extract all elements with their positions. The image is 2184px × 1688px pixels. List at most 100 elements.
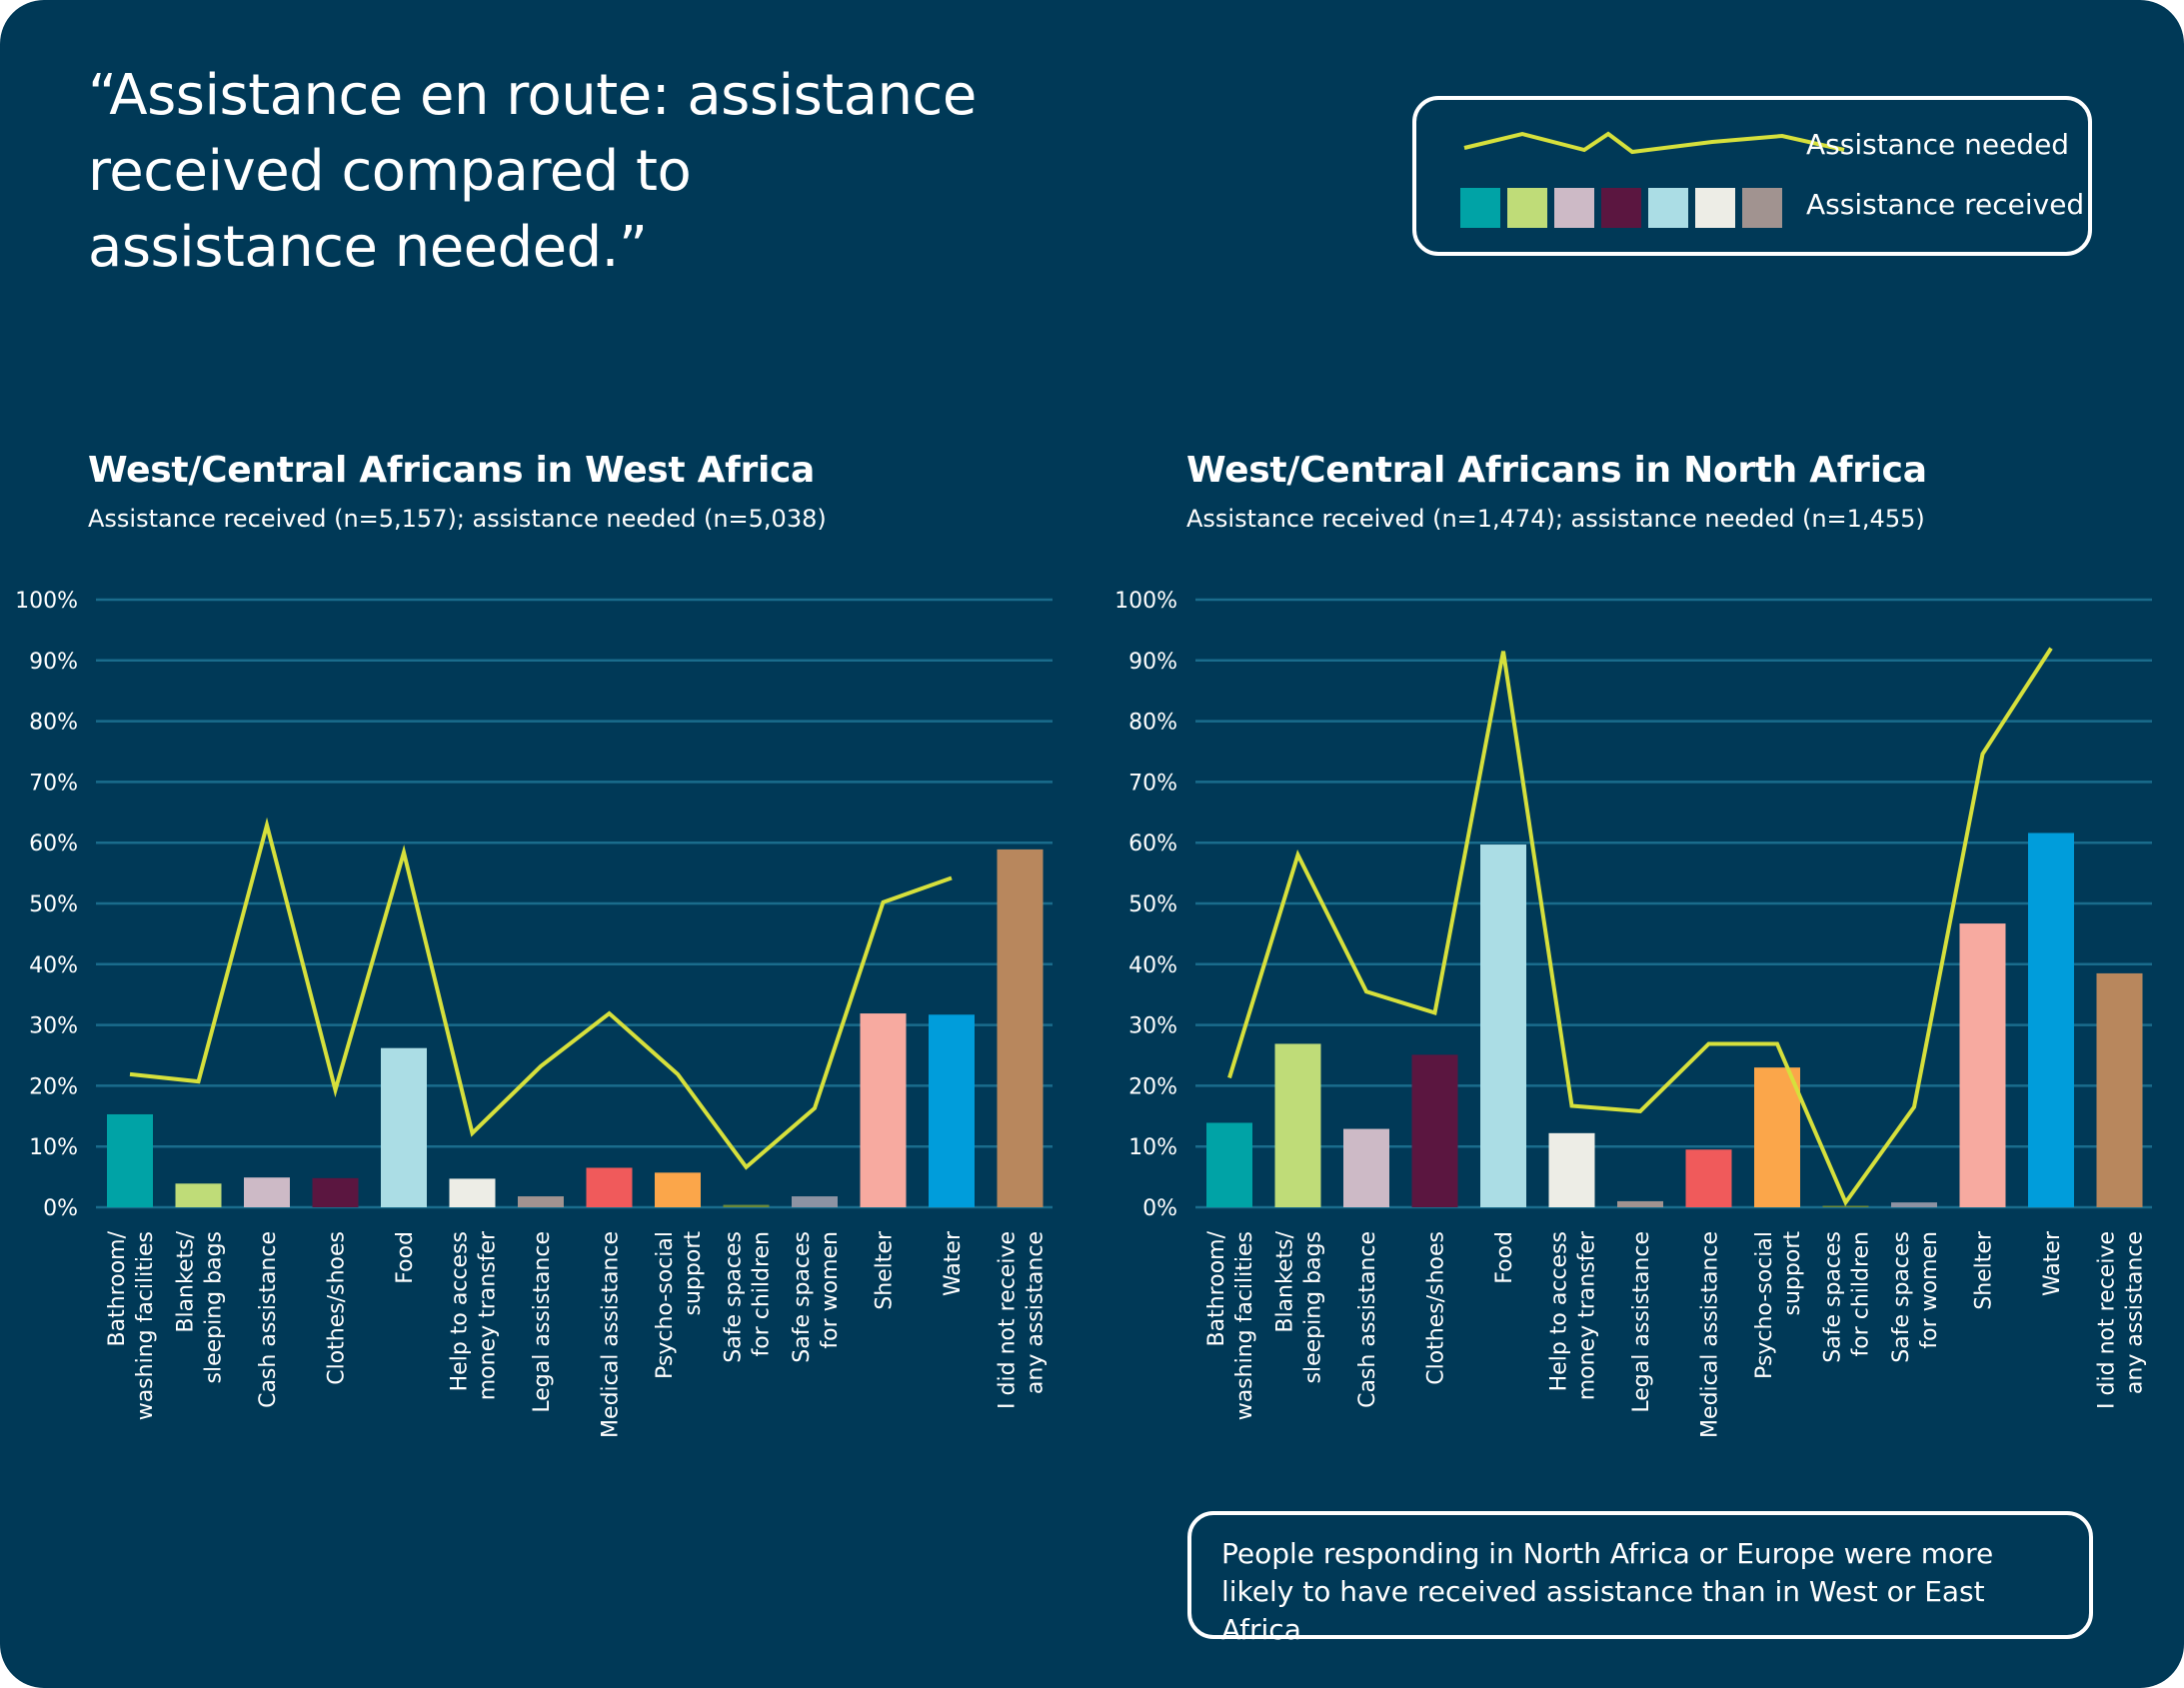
- x-tick-label-line: I did not receive: [996, 1231, 1021, 1409]
- x-tick-label: Psycho-social support: [1752, 1231, 1805, 1379]
- bar: [2096, 972, 2143, 1207]
- y-tick-label: 60%: [29, 832, 78, 856]
- y-tick-label: 20%: [1128, 1074, 1177, 1099]
- x-tick-label: Water: [941, 1230, 966, 1296]
- bar: [1822, 1205, 1869, 1207]
- x-tick-label-line: Clothes/shoes: [325, 1231, 350, 1385]
- y-tick-label: 10%: [1128, 1135, 1177, 1160]
- x-tick-label-line: Medical assistance: [599, 1231, 624, 1438]
- bar: [175, 1183, 222, 1207]
- legend-swatch-1: [1507, 188, 1547, 228]
- x-tick-label: Shelter: [1972, 1230, 1997, 1310]
- x-tick-label-line: Psycho-social: [653, 1231, 678, 1379]
- legend-swatch-0: [1460, 188, 1500, 228]
- chart-1-subtitle: Assistance received (n=5,157); assistanc…: [88, 505, 827, 533]
- x-tick-label-line: for children: [750, 1231, 775, 1357]
- y-tick-label: 40%: [29, 953, 78, 978]
- needed-line: [1227, 647, 2053, 1207]
- x-tick-label: Blankets/sleeping bags: [174, 1230, 227, 1383]
- chart-2-subtitle: Assistance received (n=1,474); assistanc…: [1186, 505, 1925, 533]
- x-tick-label-line: Help to access: [1547, 1231, 1572, 1391]
- x-tick-label-line: I did not receive: [2095, 1231, 2120, 1409]
- x-tick-label: Bathroom/washing facilities: [105, 1230, 158, 1420]
- x-tick-label-line: Food: [1492, 1231, 1517, 1284]
- x-tick-label: Clothes/shoes: [1424, 1231, 1449, 1385]
- x-tick-label-line: Food: [393, 1231, 418, 1284]
- bar: [655, 1172, 701, 1207]
- x-tick-label: Safe spaces for women: [790, 1231, 843, 1363]
- x-tick-label-line: Water: [2040, 1230, 2065, 1296]
- legend-swatch-2: [1554, 188, 1594, 228]
- x-tick-label-line: Medical assistance: [1698, 1231, 1723, 1438]
- y-tick-label: 70%: [29, 771, 78, 796]
- bar: [1480, 844, 1526, 1207]
- y-tick-label: 60%: [1128, 832, 1177, 856]
- bar: [381, 1047, 427, 1207]
- x-tick-label-line: washing facilities: [133, 1231, 158, 1420]
- x-tick-label-line: Safe spaces: [790, 1231, 815, 1363]
- x-tick-label-line: Psycho-social: [1752, 1231, 1777, 1379]
- y-tick-label: 50%: [1128, 892, 1177, 917]
- x-tick-label-line: for children: [1849, 1231, 1874, 1357]
- x-tick-label-line: sleeping bags: [1301, 1231, 1326, 1384]
- bar: [1274, 1043, 1321, 1207]
- x-tick-label-line: Safe spaces: [1821, 1231, 1846, 1363]
- x-tick-label: Cash assistance: [256, 1231, 281, 1408]
- legend-swatch-6: [1742, 188, 1782, 228]
- bar: [1685, 1149, 1732, 1207]
- y-tick-label: 0%: [43, 1196, 78, 1221]
- x-tick-label-line: money transfer: [1575, 1230, 1600, 1400]
- x-tick-label: Food: [1492, 1231, 1517, 1284]
- x-tick-label-line: for women: [818, 1231, 843, 1349]
- x-tick-label: Food: [393, 1231, 418, 1284]
- x-tick-label: Water: [2040, 1230, 2065, 1296]
- x-tick-label-line: Help to access: [448, 1231, 473, 1391]
- x-tick-label: Help to access money transfer: [1547, 1230, 1600, 1400]
- x-tick-label-line: any assistance: [2123, 1231, 2148, 1394]
- bar: [860, 1013, 907, 1207]
- bar: [1959, 923, 2006, 1207]
- chart-1-west-africa: 0% 10% 20% 30% 40% 50% 60% 70% 80% 90% 100% Bathroo…: [15, 589, 1053, 1438]
- x-tick-label-line: Legal assistance: [1629, 1231, 1654, 1413]
- chart-2-title: West/Central Africans in North Africa: [1186, 450, 1927, 491]
- x-tick-label: Legal assistance: [1629, 1231, 1654, 1413]
- x-tick-label: Clothes/shoes: [325, 1231, 350, 1385]
- y-tick-label: 80%: [29, 711, 78, 736]
- y-tick-label: 100%: [15, 589, 78, 614]
- x-tick-label: Safe spaces for women: [1889, 1231, 1942, 1363]
- legend-swatch-5: [1695, 188, 1735, 228]
- y-tick-label: 100%: [1114, 589, 1177, 614]
- y-tick-label: 10%: [29, 1135, 78, 1160]
- legend-swatches: [1460, 131, 1845, 228]
- x-tick-label: Medical assistance: [1698, 1231, 1723, 1438]
- x-tick-label: Cash assistance: [1355, 1231, 1380, 1408]
- x-tick-label-line: Legal assistance: [530, 1231, 555, 1413]
- y-tick-label: 80%: [1128, 711, 1177, 736]
- y-tick-label: 0%: [1142, 1196, 1177, 1221]
- bar: [723, 1204, 770, 1207]
- bar: [1343, 1128, 1389, 1207]
- y-tick-label: 20%: [29, 1074, 78, 1099]
- legend-swatch-4: [1648, 188, 1688, 228]
- x-tick-label-line: Shelter: [1972, 1230, 1997, 1310]
- x-tick-label: Blankets/sleeping bags: [1273, 1230, 1326, 1383]
- x-tick-label-line: Safe spaces: [1889, 1231, 1914, 1363]
- bar: [1891, 1202, 1937, 1207]
- chart-2-north-africa: 0% 10% 20% 30% 40% 50% 60% 70% 80% 90% 100% Bathroo…: [1114, 589, 2152, 1438]
- x-tick-label-line: Blankets/: [1273, 1230, 1298, 1332]
- x-tick-label-line: sleeping bags: [202, 1231, 227, 1384]
- y-tick-label: 50%: [29, 892, 78, 917]
- x-tick-label: Bathroom/washing facilities: [1204, 1230, 1257, 1420]
- x-tick-label-line: support: [1780, 1231, 1805, 1316]
- legend-needed-line-icon: [1463, 131, 1845, 155]
- bar: [312, 1177, 359, 1207]
- x-tick-label-line: Bathroom/: [105, 1230, 130, 1346]
- legend-swatch-3: [1601, 188, 1641, 228]
- x-tick-label: I did not receive any assistance: [2095, 1231, 2148, 1409]
- y-tick-label: 70%: [1128, 771, 1177, 796]
- x-tick-label-line: any assistance: [1024, 1231, 1049, 1394]
- bar: [1411, 1054, 1458, 1207]
- bar: [449, 1178, 496, 1207]
- x-tick-label-line: Clothes/shoes: [1424, 1231, 1449, 1385]
- x-tick-label-line: support: [681, 1231, 706, 1316]
